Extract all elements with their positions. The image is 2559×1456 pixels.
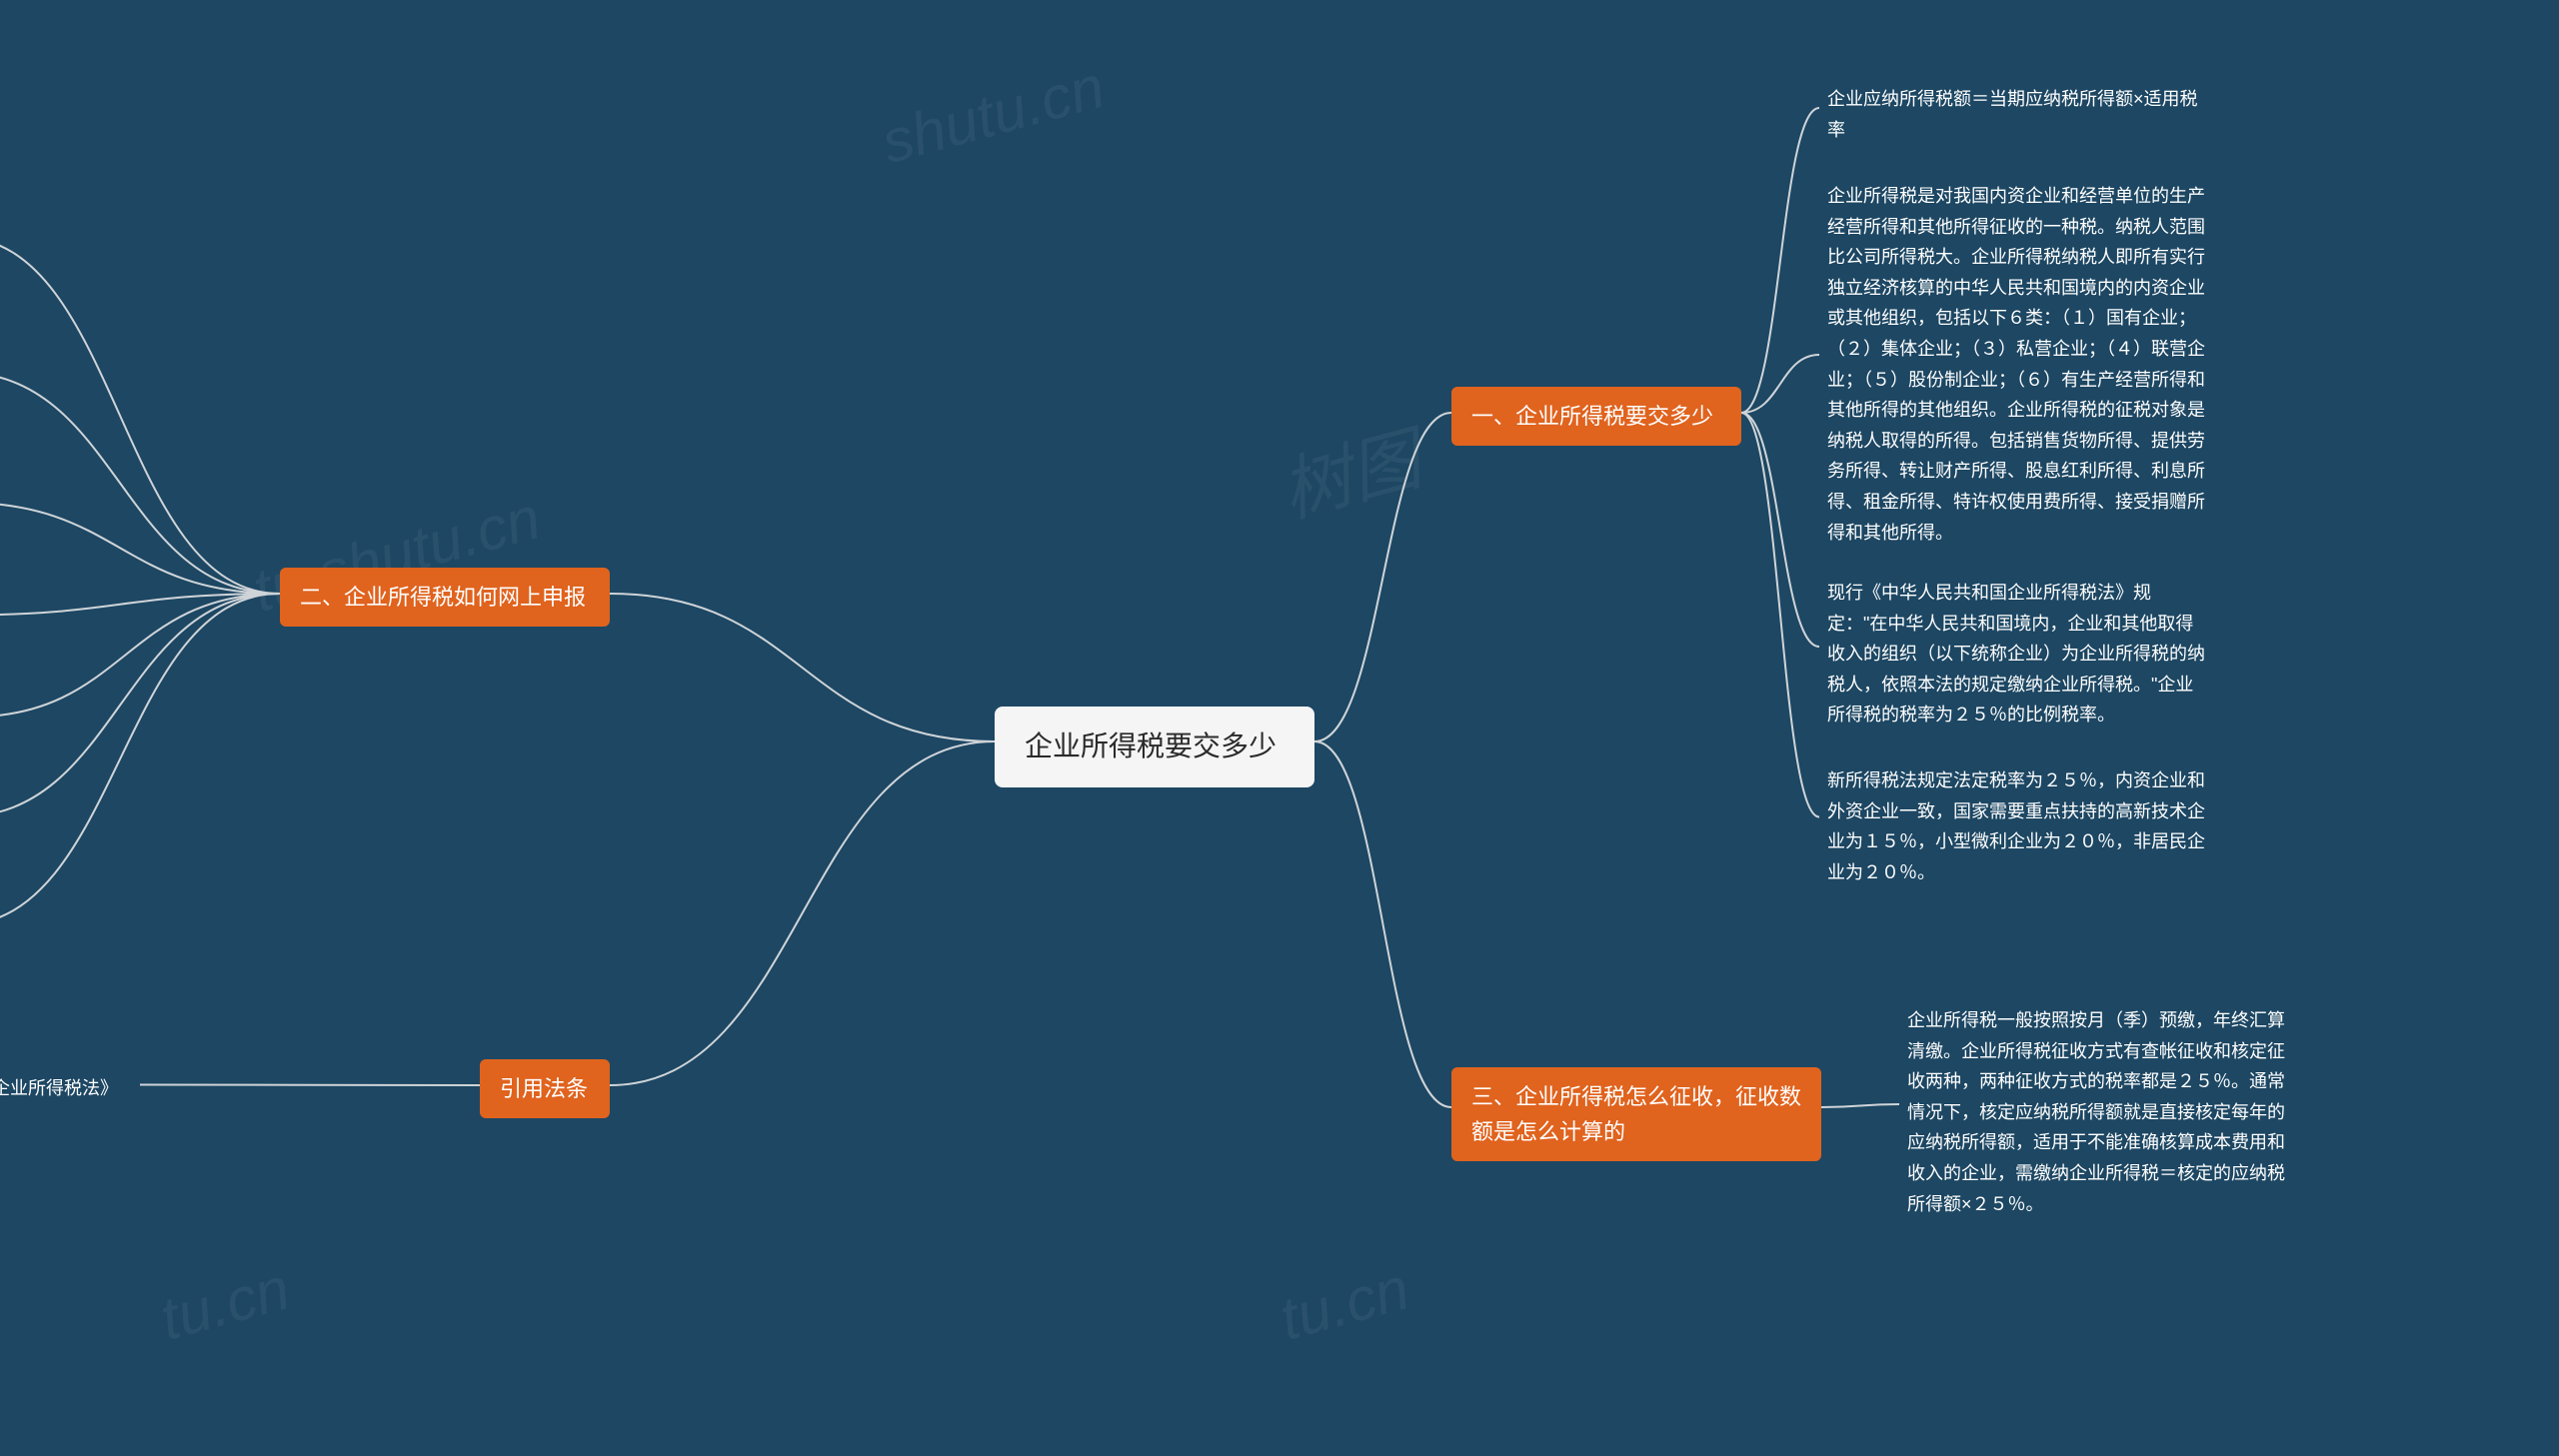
leaf-b1-0: 企业应纳所得税额＝当期应纳税所得额×适用税率 (1819, 78, 2209, 151)
branch-b1: 一、企业所得税要交多少 (1451, 387, 1741, 446)
leaf-b1-1: 企业所得税是对我国内资企业和经营单位的生产经营所得和其他所得征收的一种税。纳税人… (1819, 175, 2219, 554)
branch-b4: 引用法条 (480, 1059, 610, 1118)
branch-b3: 三、企业所得税怎么征收，征收数额是怎么计算的 (1451, 1067, 1821, 1161)
leaf-b3-0: 企业所得税一般按照按月（季）预缴，年终汇算清缴。企业所得税征收方式有查帐征收和核… (1899, 999, 2299, 1225)
center-node: 企业所得税要交多少 (995, 707, 1314, 787)
branch-b2: 二、企业所得税如何网上申报 (280, 568, 610, 627)
leaf-b1-2: 现行《中华人民共和国企业所得税法》规定："在中华人民共和国境内，企业和其他取得收… (1819, 572, 2219, 736)
leaf-b1-3: 新所得税法规定法定税率为２５％，内资企业和外资企业一致，国家需要重点扶持的高新技… (1819, 759, 2219, 893)
leaf-b4-0: [1]《中华人民共和国企业所得税法》 (0, 1067, 140, 1110)
